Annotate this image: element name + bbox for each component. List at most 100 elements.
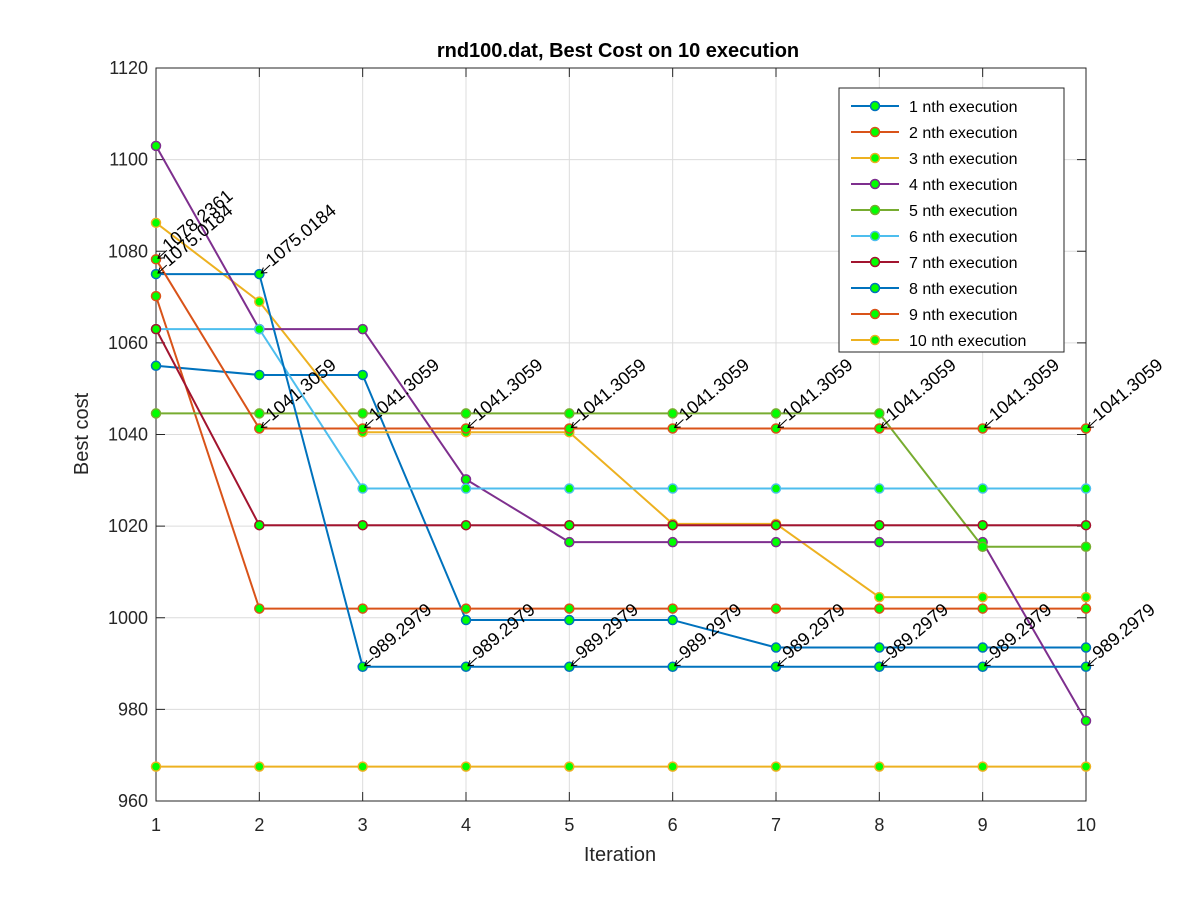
data-point	[667, 519, 678, 531]
data-point	[977, 483, 988, 494]
series-5	[150, 408, 1092, 552]
data-point	[874, 591, 885, 603]
annotation-arrowhead	[1087, 660, 1095, 667]
annotation-arrow	[984, 657, 994, 667]
x-tick-label: 9	[978, 815, 988, 835]
data-point	[150, 140, 162, 152]
legend-entry: 7 nth execution	[851, 255, 1018, 272]
data-point	[874, 483, 885, 494]
legend-entry: 4 nth execution	[851, 177, 1018, 194]
annotation-arrow	[1087, 419, 1098, 428]
annotation-arrow	[674, 657, 684, 667]
annotation-arrowhead	[983, 660, 991, 667]
data-point	[1080, 761, 1092, 772]
data-point	[564, 614, 575, 626]
annotation-arrowhead	[880, 660, 888, 667]
y-tick-label: 1060	[108, 333, 148, 353]
annotation-arrow	[467, 419, 478, 428]
legend-entry: 3 nth execution	[851, 151, 1018, 168]
data-point	[254, 519, 265, 531]
legend-swatch-marker	[869, 204, 881, 216]
legend-label: 4 nth execution	[909, 177, 1018, 194]
x-tick-label: 2	[254, 815, 264, 835]
y-tick-label: 1000	[108, 608, 148, 628]
data-point	[667, 603, 678, 614]
data-point	[150, 217, 162, 229]
data-point	[460, 519, 472, 531]
annotation-arrowhead	[363, 421, 371, 429]
legend-label: 3 nth execution	[909, 151, 1018, 168]
series-line	[156, 412, 1086, 548]
series-line	[155, 328, 1086, 527]
data-point	[460, 483, 472, 494]
data-point	[357, 761, 368, 772]
legend-entry: 2 nth execution	[851, 125, 1018, 142]
series-line	[155, 364, 1086, 649]
data-point	[874, 603, 885, 614]
data-point	[357, 369, 368, 381]
annotation-arrow	[674, 419, 684, 428]
chart-title: rnd100.dat, Best Cost on 10 execution	[437, 40, 799, 62]
data-point	[770, 408, 782, 419]
data-point	[150, 360, 162, 372]
annotation-arrowhead	[983, 421, 991, 429]
data-point	[254, 761, 265, 772]
legend-label: 7 nth execution	[909, 255, 1018, 272]
annotation-arrow	[777, 657, 788, 667]
annotation-arrow	[880, 657, 891, 667]
data-point	[357, 408, 368, 419]
data-point	[977, 603, 988, 614]
annotation-arrowhead	[157, 267, 165, 274]
legend-entry: 9 nth execution	[851, 307, 1018, 324]
y-tick-label: 1080	[108, 241, 148, 261]
series-line	[155, 222, 1086, 599]
data-point	[564, 483, 575, 494]
y-tick-label: 1120	[109, 58, 148, 78]
data-point	[564, 603, 575, 614]
legend-label: 9 nth execution	[909, 307, 1018, 324]
legend-swatch-marker	[869, 256, 881, 268]
annotation-arrowhead	[260, 267, 268, 274]
data-point	[874, 642, 885, 653]
data-point	[357, 323, 368, 335]
y-tick-label: 1020	[108, 516, 148, 536]
data-point	[254, 408, 265, 419]
data-point	[1080, 715, 1092, 727]
annotation-arrowhead	[260, 421, 268, 429]
data-point	[564, 408, 575, 419]
legend: 1 nth execution 2 nth execution 3 nth exec…	[838, 87, 1065, 353]
data-point	[150, 408, 162, 419]
legend-swatch-marker	[869, 152, 881, 164]
data-point	[564, 761, 575, 772]
axis-ticks: 1 2 3 4 5 6 7 8 9 10 960 980 1000 1020 1040 1060 1080 110…	[108, 58, 1096, 835]
legend-swatch-marker	[869, 100, 881, 112]
data-point	[770, 642, 782, 653]
series-line	[156, 273, 1086, 668]
x-tick-label: 5	[564, 815, 574, 835]
data-point	[357, 603, 368, 614]
legend-swatch-marker	[869, 126, 881, 138]
annotation-arrowhead	[673, 660, 681, 667]
data-point	[770, 519, 782, 531]
data-point	[770, 536, 782, 548]
series-7	[150, 323, 1092, 531]
data-point	[1080, 483, 1092, 494]
series-6	[150, 323, 1092, 494]
x-tick-label: 1	[151, 815, 161, 835]
y-axis-label: Best cost	[71, 392, 93, 475]
data-point	[770, 483, 782, 494]
annotation-arrow	[570, 419, 581, 428]
data-point	[1080, 591, 1092, 603]
data-point	[1080, 519, 1092, 531]
data-point	[564, 519, 575, 531]
data-point	[1080, 541, 1092, 552]
annotation-arrowhead	[673, 421, 681, 429]
data-point	[150, 290, 162, 302]
legend-label: 6 nth execution	[909, 229, 1018, 246]
data-point	[667, 483, 678, 494]
legend-entry: 6 nth execution	[851, 229, 1018, 246]
annotation-arrowhead	[157, 252, 165, 259]
annotation-arrowhead	[570, 421, 578, 429]
data-point	[460, 474, 472, 485]
